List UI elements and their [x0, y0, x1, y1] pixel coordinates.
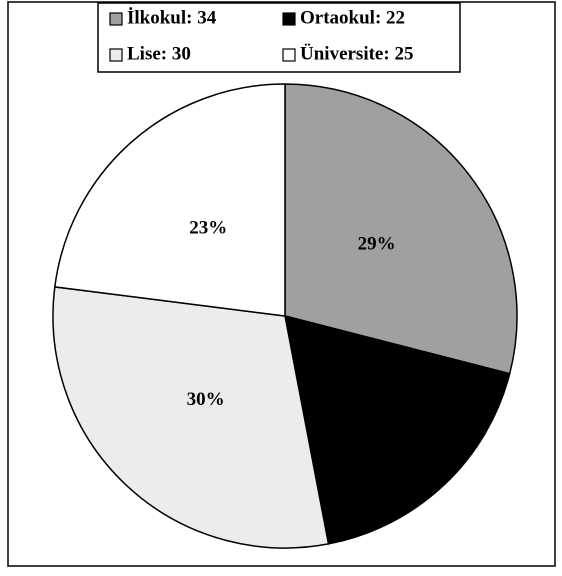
pie-slice	[284, 314, 511, 545]
slice-label: 29%	[358, 233, 396, 254]
pie-slice	[284, 83, 518, 375]
legend-marker	[109, 48, 123, 62]
pie-slice	[53, 83, 286, 317]
legend-marker	[282, 12, 296, 26]
slice-label: 18%	[345, 389, 383, 410]
legend-label: Ortaokul: 22	[300, 7, 405, 28]
legend-label: Üniversite: 25	[300, 43, 413, 64]
slice-label: 30%	[187, 389, 225, 410]
legend-label: Lise: 30	[127, 43, 191, 64]
pie-slice	[52, 286, 330, 549]
legend-label: İlkokul: 34	[127, 7, 217, 28]
legend-box	[97, 2, 461, 73]
legend-marker	[282, 48, 296, 62]
slice-label: 23%	[189, 217, 227, 238]
legend-marker	[109, 12, 123, 26]
